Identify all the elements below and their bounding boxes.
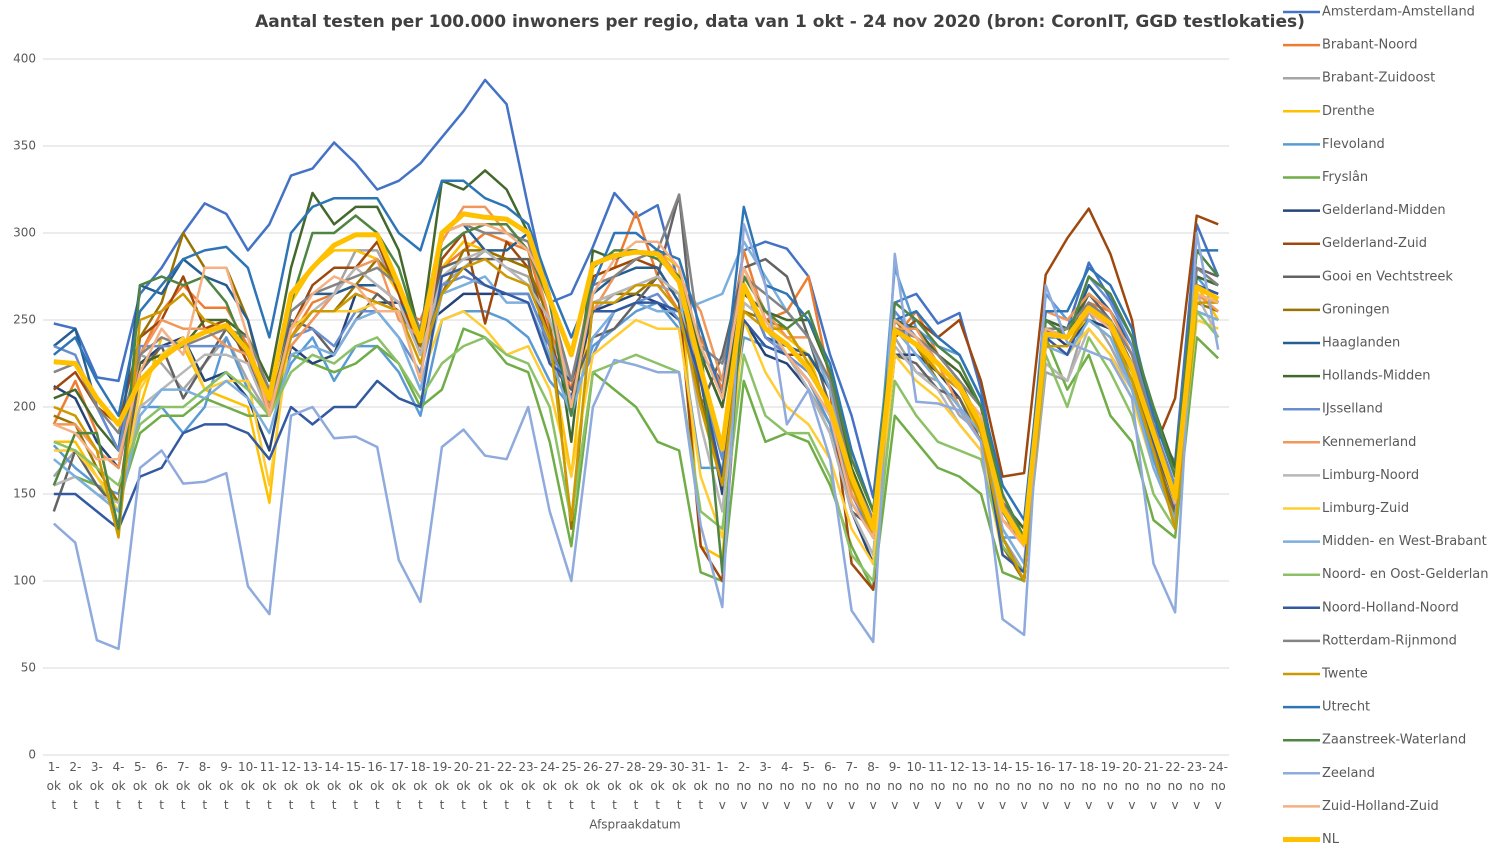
legend-label: Haaglanden [1322, 336, 1400, 351]
x-tick-label: 6-no v [823, 760, 838, 812]
legend-label: Zaanstreek-Waterland [1322, 733, 1466, 748]
x-tick-label: 17-no v [1057, 760, 1077, 812]
y-tick-label: 350 [13, 139, 36, 153]
x-tick-label: 3-ok t [90, 760, 104, 812]
x-tick-label: 16-ok t [367, 760, 387, 812]
x-tick-label: 15-ok t [346, 760, 366, 812]
legend-label: Rotterdam-Rijnmond [1322, 633, 1457, 648]
series-line [52, 223, 1220, 651]
legend-label: Groningen [1322, 302, 1390, 317]
x-tick-label: 7-no v [844, 760, 859, 812]
series-line [53, 223, 1219, 548]
x-tick-label: 2-no v [736, 760, 751, 812]
legend-label: IJsselland [1322, 402, 1383, 417]
x-axis-label: Afspraakdatum [589, 818, 680, 832]
x-tick-label: 15-no v [1014, 760, 1034, 812]
y-tick-label: 50 [21, 661, 36, 675]
legend-label: Utrecht [1322, 700, 1370, 715]
legend-label: Fryslân [1322, 170, 1368, 185]
x-tick-label: 12-no v [950, 760, 970, 812]
x-tick-label: 11-no v [928, 760, 948, 812]
legend-label: Limburg-Zuid [1322, 501, 1409, 516]
x-tick-label: 3-no v [758, 760, 773, 812]
x-tick-label: 19-no v [1101, 760, 1121, 812]
chart-title: Aantal testen per 100.000 inwoners per r… [255, 12, 1305, 32]
legend-label: Amsterdam-Amstelland [1322, 5, 1475, 20]
x-tick-label: 8-no v [866, 760, 881, 812]
x-tick-label: 12-ok t [281, 760, 301, 812]
x-tick-label: 23-ok t [518, 760, 538, 812]
x-tick-label: 4-no v [779, 760, 794, 812]
y-tick-label: 200 [13, 400, 36, 414]
x-tick-label: 11-ok t [260, 760, 280, 812]
x-tick-label: 24-ok t [540, 760, 560, 812]
x-tick-label: 17-ok t [389, 760, 409, 812]
y-tick-label: 0 [28, 748, 36, 762]
x-tick-label: 30-ok t [669, 760, 689, 812]
legend-label: Twente [1321, 667, 1368, 682]
legend-label: Midden- en West-Brabant [1322, 534, 1487, 549]
x-tick-label: 31-ok t [691, 760, 711, 812]
x-tick-label: 21-no v [1144, 760, 1164, 812]
legend-label: Drenthe [1322, 104, 1375, 119]
x-tick-label: 21-ok t [475, 760, 495, 812]
x-tick-label: 5-no v [801, 760, 816, 812]
x-tick-label: 13-no v [971, 760, 991, 812]
legend-label: Noord- en Oost-Gelderland [1322, 567, 1489, 582]
x-tick-label: 29-ok t [648, 760, 668, 812]
legend-label: Flevoland [1322, 137, 1385, 152]
x-tick-label: 2-ok t [68, 760, 82, 812]
x-tick-label: 13-ok t [303, 760, 323, 812]
x-tick-label: 22-no v [1165, 760, 1185, 812]
x-tick-label: 10-no v [907, 760, 927, 812]
legend-label: Noord-Holland-Noord [1322, 600, 1459, 615]
legend-label: Zuid-Holland-Zuid [1322, 799, 1439, 814]
legend-label: Limburg-Noord [1322, 468, 1419, 483]
y-tick-label: 100 [13, 574, 36, 588]
x-tick-label: 20-ok t [454, 760, 474, 812]
legend-label: Zeeland [1322, 766, 1375, 781]
legend-label: Gelderland-Midden [1322, 203, 1446, 218]
x-tick-label: 8-ok t [198, 760, 212, 812]
series-line [53, 211, 1220, 546]
y-tick-label: 150 [13, 487, 36, 501]
x-tick-label: 16-no v [1036, 760, 1056, 812]
y-tick-label: 250 [13, 313, 36, 327]
legend-label: NL [1322, 832, 1340, 847]
series-line [53, 257, 1219, 583]
x-tick-label: 18-no v [1079, 760, 1099, 812]
x-tick-label: 22-ok t [497, 760, 517, 812]
x-tick-label: 1-ok t [47, 760, 61, 812]
y-tick-label: 300 [13, 226, 36, 240]
x-tick-label: 1-no v [715, 760, 730, 812]
legend-label: Brabant-Noord [1322, 38, 1417, 53]
legend-label: Gelderland-Zuid [1322, 236, 1427, 251]
x-tick-label: 10-ok t [238, 760, 258, 812]
x-tick-label: 18-ok t [411, 760, 431, 812]
x-tick-label: 9-ok t [219, 760, 233, 812]
x-tick-label: 27-ok t [605, 760, 625, 812]
legend-label: Kennemerland [1322, 435, 1416, 450]
x-tick-label: 6-ok t [154, 760, 168, 812]
x-tick-label: 26-ok t [583, 760, 603, 812]
x-tick-label: 28-ok t [626, 760, 646, 812]
y-tick-label: 400 [13, 52, 36, 66]
x-tick-label: 24-no v [1208, 760, 1228, 812]
x-tick-label: 20-no v [1122, 760, 1142, 812]
x-tick-label: 23-no v [1187, 760, 1207, 812]
x-tick-label: 9-no v [887, 760, 902, 812]
x-tick-label: 4-ok t [111, 760, 125, 812]
x-tick-label: 14-ok t [324, 760, 344, 812]
legend-label: Hollands-Midden [1322, 369, 1430, 384]
x-tick-label: 5-ok t [133, 760, 147, 812]
x-tick-label: 14-no v [993, 760, 1013, 812]
legend-label: Gooi en Vechtstreek [1322, 269, 1453, 284]
x-tick-label: 7-ok t [176, 760, 190, 812]
x-tick-label: 25-ok t [562, 760, 582, 812]
legend-label: Brabant-Zuidoost [1322, 71, 1435, 86]
x-tick-label: 19-ok t [432, 760, 452, 812]
